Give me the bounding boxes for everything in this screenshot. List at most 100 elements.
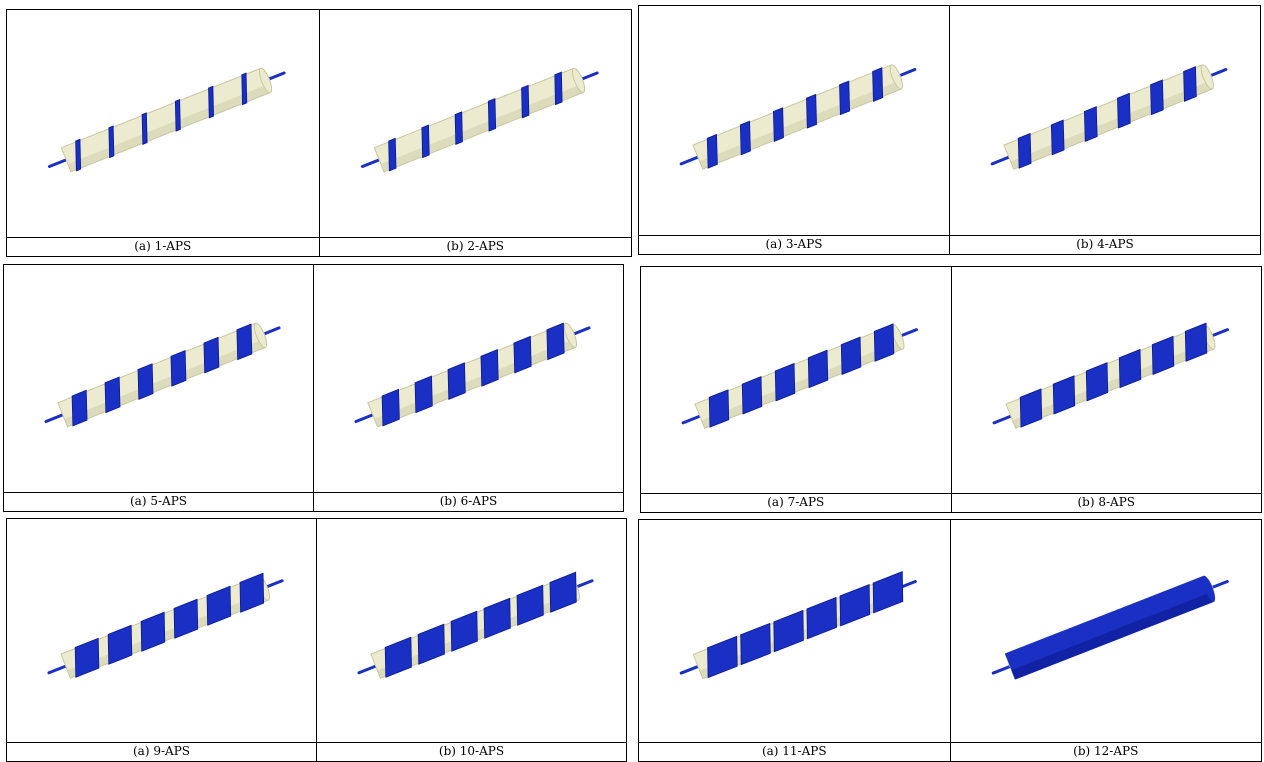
panel-image-11-aps: [639, 520, 950, 742]
coil-turn: [520, 84, 529, 119]
caption-7-aps: (a) 7-APS: [767, 495, 825, 509]
figure-block-1: (a) 1-APS (b) 2-APS: [6, 9, 632, 257]
coil-turn: [708, 389, 730, 428]
coil-end: [1201, 575, 1215, 602]
coil-turn: [872, 571, 904, 614]
tube-end-cap: [258, 67, 273, 94]
coil-turn: [417, 623, 445, 665]
coil-sample: [360, 67, 599, 173]
coil-sample: [47, 572, 284, 679]
figure-block-4: (a) 7-APS (b) 8-APS: [640, 266, 1262, 513]
figure-block-5: (a) 9-APS (b) 10-APS: [6, 518, 627, 762]
caption-12-aps: (b) 12-APS: [949, 743, 1262, 761]
coil-turn: [447, 362, 466, 400]
coil-turn: [1151, 335, 1174, 376]
coil-turn: [387, 137, 396, 172]
coil-turn: [1017, 132, 1032, 169]
tube-shade: [1010, 81, 1213, 170]
coil-turn: [141, 112, 148, 145]
coil-sample: [679, 64, 917, 170]
coil-turn: [546, 322, 565, 361]
coil-shade: [1010, 592, 1214, 680]
coil-turn: [170, 349, 187, 387]
coil-turn: [108, 125, 115, 159]
coil-turn: [807, 349, 829, 389]
panel-image-8-aps: [950, 267, 1262, 493]
caption-9-aps: (a) 9-APS: [133, 744, 190, 758]
coil-turn: [241, 72, 248, 106]
coil-turn: [1117, 92, 1131, 129]
panel-image-4-aps: [949, 6, 1260, 235]
caption-5-aps: (a) 5-APS: [130, 494, 187, 508]
figure-block-3: (a) 5-APS (b) 6-APS: [3, 264, 624, 512]
coil-turn: [1050, 119, 1065, 156]
tube-end-cap: [889, 64, 903, 90]
coil-turn: [236, 323, 253, 361]
coil-turn: [773, 609, 804, 653]
coil-turn: [483, 597, 511, 639]
panel-image-12-aps: [949, 520, 1262, 742]
coil-turn: [137, 363, 154, 400]
coil-turn: [203, 336, 220, 374]
caption-10-aps: (b) 10-APS: [316, 743, 626, 761]
coil-turn: [1183, 66, 1197, 102]
figure-block-6: (a) 11-APS (b) 12-APS: [638, 519, 1262, 762]
caption-2-aps: (b) 2-APS: [318, 238, 632, 256]
tube-shade: [701, 341, 903, 429]
coil-turn: [140, 611, 166, 652]
coil-turn: [239, 572, 265, 613]
coil-turn: [706, 133, 718, 169]
coil-sample: [992, 322, 1229, 429]
panel-image-6-aps: [313, 265, 623, 492]
caption-11-aps: (a) 11-APS: [761, 744, 827, 758]
coil-turn: [740, 622, 771, 666]
coil-sample: [47, 67, 286, 173]
coil-turn: [384, 636, 412, 678]
panel-image-9-aps: [7, 519, 316, 742]
coil-turn: [74, 637, 100, 678]
caption-1-aps: (a) 1-APS: [134, 239, 192, 253]
coil-turn: [840, 336, 862, 376]
panel-image-1-aps: [7, 10, 319, 237]
coil-turn: [1083, 106, 1098, 142]
coil-sample: [354, 322, 591, 428]
coil-turn: [487, 98, 496, 132]
coil-turn: [707, 635, 738, 679]
coil-sample: [681, 323, 918, 429]
coil-turn: [206, 585, 232, 626]
tube-shade: [67, 84, 271, 172]
coil-turn: [104, 376, 121, 414]
coil-turn: [1118, 348, 1141, 389]
coil-turn: [1052, 375, 1075, 415]
caption-3-aps: (a) 3-APS: [765, 237, 823, 251]
coil-turn: [71, 389, 88, 427]
coil-sample: [44, 322, 281, 428]
coil-turn: [806, 596, 837, 640]
tube-shade: [1011, 341, 1214, 429]
coil-turn: [839, 583, 871, 627]
panel-image-2-aps: [318, 10, 632, 237]
panel-image-10-aps: [316, 519, 626, 742]
figure-block-2: (a) 3-APS (b) 4-APS: [638, 5, 1261, 255]
coil-turn: [107, 624, 133, 665]
tube-shade: [374, 339, 576, 427]
coil-turn: [739, 120, 751, 156]
tube-end-cap: [1200, 64, 1214, 90]
panel-image-7-aps: [641, 267, 951, 493]
tube-end-cap: [571, 67, 585, 94]
coil-turn: [454, 111, 463, 145]
coil-turn: [549, 571, 577, 613]
coil-turn: [208, 85, 214, 119]
caption-4-aps: (b) 4-APS: [949, 236, 1260, 254]
tube-shade: [64, 339, 266, 427]
coil-sample: [679, 571, 917, 680]
coil-turn: [173, 598, 199, 639]
panel-image-5-aps: [4, 265, 313, 492]
panel-image-3-aps: [639, 6, 949, 235]
coil-turn: [741, 376, 763, 415]
caption-8-aps: (b) 8-APS: [950, 494, 1262, 512]
coil-turn: [174, 98, 181, 132]
tube-end-cap: [253, 322, 268, 349]
tube-shade: [380, 84, 583, 172]
coil-turn: [806, 93, 817, 129]
